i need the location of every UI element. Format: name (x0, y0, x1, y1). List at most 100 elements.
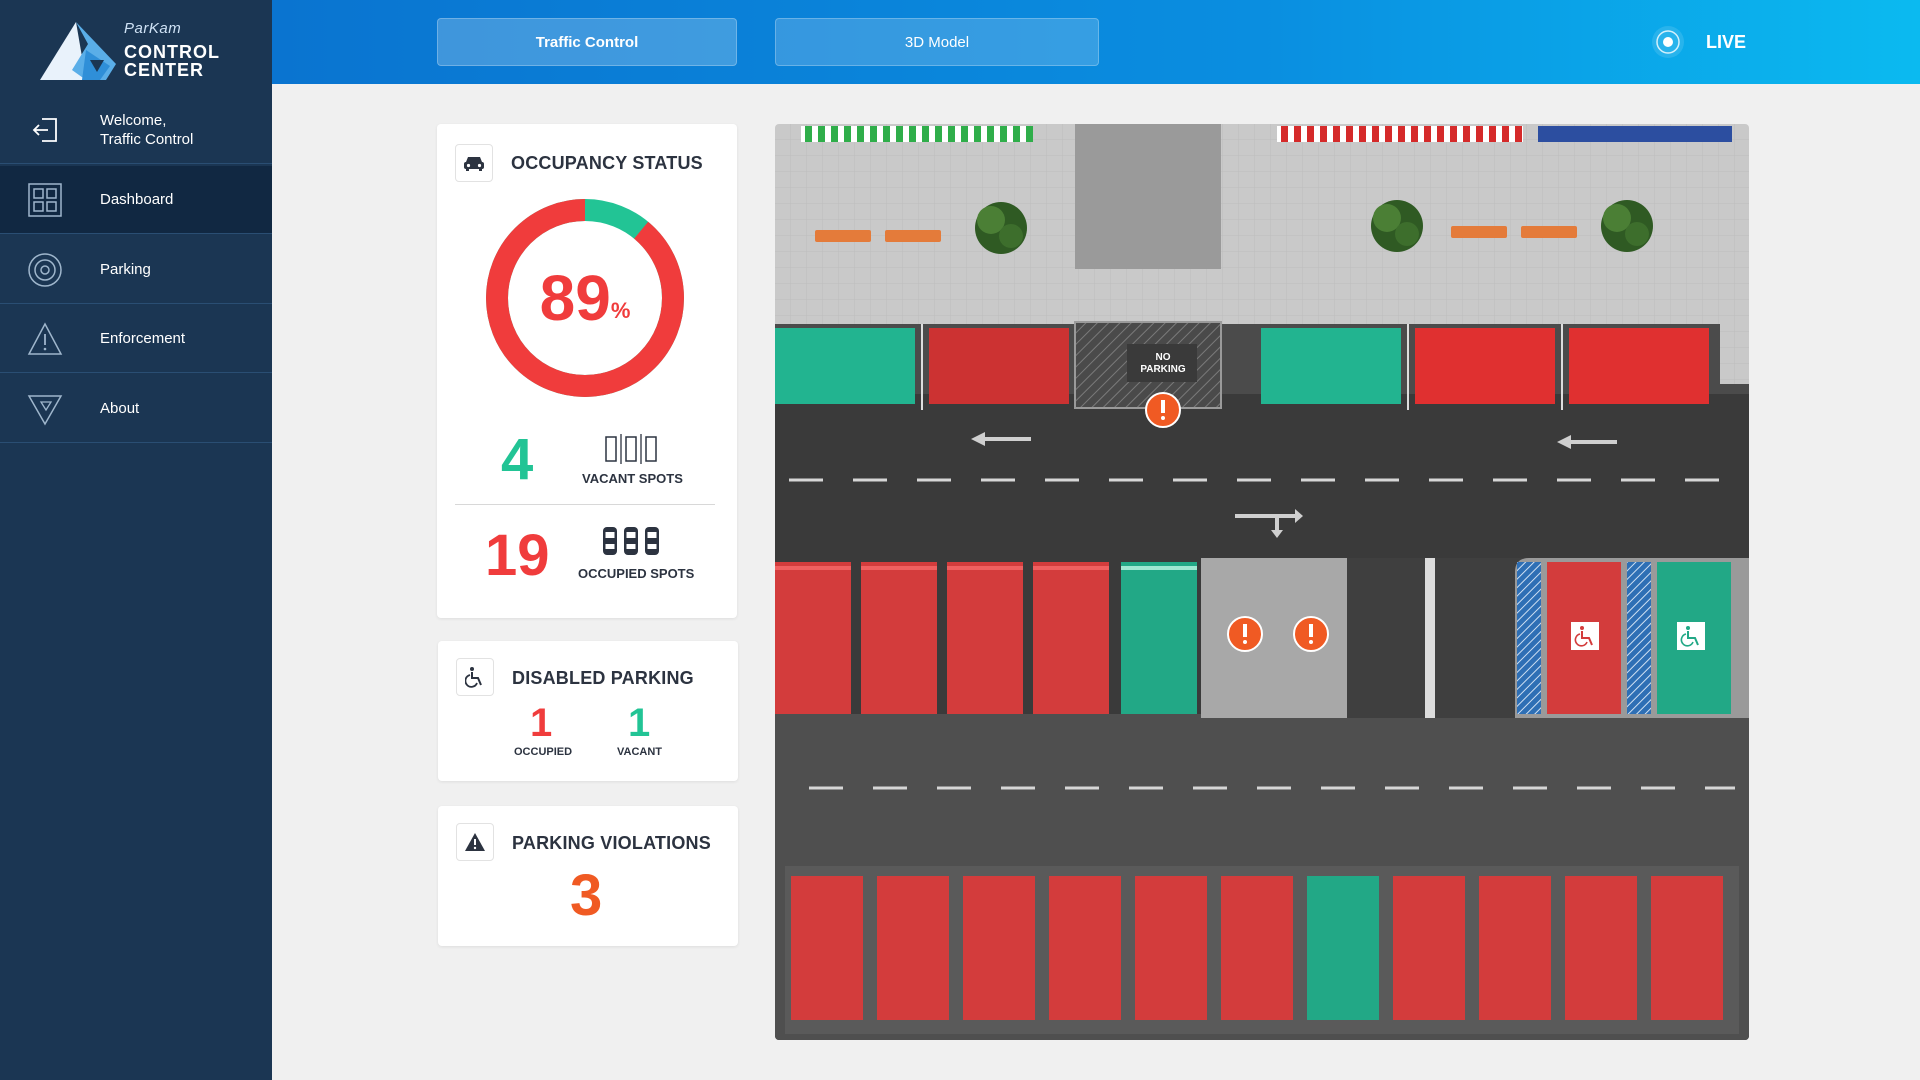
tree (1601, 200, 1653, 252)
warning-icon (26, 320, 64, 358)
green-curb-segment (1013, 126, 1020, 142)
green-curb-segment (974, 126, 981, 142)
red-curb-segment (1294, 126, 1301, 142)
sidebar-item-label: About (100, 400, 140, 417)
sidebar-item-label: Enforcement (100, 330, 186, 347)
car-icon (455, 144, 493, 182)
no-parking-line2: PARKING (1140, 364, 1186, 375)
green-curb-segment (883, 126, 890, 142)
green-curb-segment (935, 126, 942, 142)
vacant-label: VACANT SPOTS (582, 471, 683, 486)
sidebar-item-label: Parking (100, 261, 151, 278)
green-curb-segment (870, 126, 877, 142)
disabled-occupied-count: 1 (530, 701, 553, 745)
pennant-icon (26, 390, 64, 428)
bench (1451, 226, 1507, 238)
occupancy-title: OCCUPANCY STATUS (511, 153, 703, 173)
tree (975, 202, 1027, 254)
green-curb-segment (987, 126, 994, 142)
sidebar: ParKam CONTROL CENTER Welcome, Traffic C… (0, 0, 272, 1080)
live-icon (1652, 26, 1684, 58)
red-curb-segment (1307, 126, 1314, 142)
green-curb-segment (818, 126, 825, 142)
entrance-pad (1075, 124, 1221, 269)
green-curb-segment (948, 126, 955, 142)
red-curb-segment (1515, 126, 1522, 142)
green-curb-segment (831, 126, 838, 142)
vacant-count: 4 (501, 427, 534, 492)
red-curb-segment (1489, 126, 1496, 142)
occupied-spots-icon (603, 527, 659, 555)
bottom-parking-row (785, 866, 1739, 1034)
red-curb-segment (1437, 126, 1444, 142)
tab-traffic-control[interactable]: Traffic Control (437, 18, 737, 66)
occupied-count: 19 (485, 523, 550, 588)
disabled-vacant-count: 1 (628, 701, 651, 745)
green-curb-segment (961, 126, 968, 142)
disabled-parking-card: DISABLED PARKING 1 OCCUPIED 1 VACANT (438, 641, 738, 781)
red-curb-segment (1463, 126, 1470, 142)
wheelchair-sign (1677, 622, 1705, 650)
welcome-line2: Traffic Control (100, 130, 194, 148)
red-curb-segment (1359, 126, 1366, 142)
occupied-label: OCCUPIED SPOTS (578, 566, 695, 581)
live-indicator[interactable]: LIVE (1648, 22, 1746, 62)
brand-title: CONTROL CENTER (124, 43, 244, 79)
parking-violations-card: PARKING VIOLATIONS 3 (438, 806, 738, 946)
green-curb-segment (909, 126, 916, 142)
red-curb-segment (1476, 126, 1483, 142)
sidebar-item-dashboard[interactable]: Dashboard (0, 166, 272, 234)
brand-logo: ParKam CONTROL CENTER (0, 0, 272, 90)
green-curb-segment (805, 126, 812, 142)
parking-lot-map[interactable]: NO PARKING (775, 124, 1749, 1040)
bench (815, 230, 871, 242)
disabled-vacant-label: VACANT (617, 746, 663, 758)
violation-marker[interactable] (1293, 616, 1329, 652)
red-curb-segment (1346, 126, 1353, 142)
red-curb-segment (1502, 126, 1509, 142)
tab-3d-model[interactable]: 3D Model (775, 18, 1099, 66)
disabled-parking-title: DISABLED PARKING (512, 668, 694, 688)
logout-icon (26, 111, 64, 149)
top-parking-row (775, 321, 1709, 410)
red-curb-segment (1372, 126, 1379, 142)
red-curb-segment (1333, 126, 1340, 142)
green-curb-segment (922, 126, 929, 142)
sidebar-item-label: Dashboard (100, 191, 174, 208)
violation-marker[interactable] (1145, 392, 1181, 428)
vacant-spots-icon (605, 434, 657, 464)
red-curb-segment (1281, 126, 1288, 142)
red-curb-segment (1450, 126, 1457, 142)
bench (885, 230, 941, 242)
alert-triangle-icon (456, 823, 494, 861)
violations-count: 3 (570, 863, 603, 928)
sidebar-item-about[interactable]: About (0, 375, 272, 443)
occupancy-donut: 89 % (485, 198, 685, 398)
blue-curb-stripe (1538, 126, 1732, 142)
divider (455, 504, 715, 505)
sidewalk (775, 124, 1749, 324)
occupancy-percent-value: 89 (539, 262, 611, 334)
sidebar-item-parking[interactable]: Parking (0, 236, 272, 304)
wheelchair-sign (1571, 622, 1599, 650)
parking-violations-title: PARKING VIOLATIONS (512, 833, 711, 853)
live-label: LIVE (1706, 31, 1747, 52)
violation-marker[interactable] (1227, 616, 1263, 652)
welcome-text: Welcome, Traffic Control (100, 111, 193, 149)
logout-welcome[interactable]: Welcome, Traffic Control (0, 96, 272, 164)
green-curb-segment (844, 126, 851, 142)
disabled-occupied-label: OCCUPIED (514, 746, 573, 758)
green-curb-segment (896, 126, 903, 142)
red-curb-segment (1411, 126, 1418, 142)
green-curb-segment (857, 126, 864, 142)
red-curb-segment (1424, 126, 1431, 142)
occupancy-percent-sign: % (610, 298, 631, 323)
brand-title-line1: CONTROL (124, 42, 220, 62)
bench (1521, 226, 1577, 238)
lane-divider (789, 478, 1735, 790)
middle-parking-row (775, 558, 1749, 718)
occupancy-percent: 89 % (485, 198, 685, 398)
no-parking-line1: NO (1156, 352, 1171, 363)
welcome-line1: Welcome, (100, 111, 167, 129)
sidebar-item-enforcement[interactable]: Enforcement (0, 305, 272, 373)
